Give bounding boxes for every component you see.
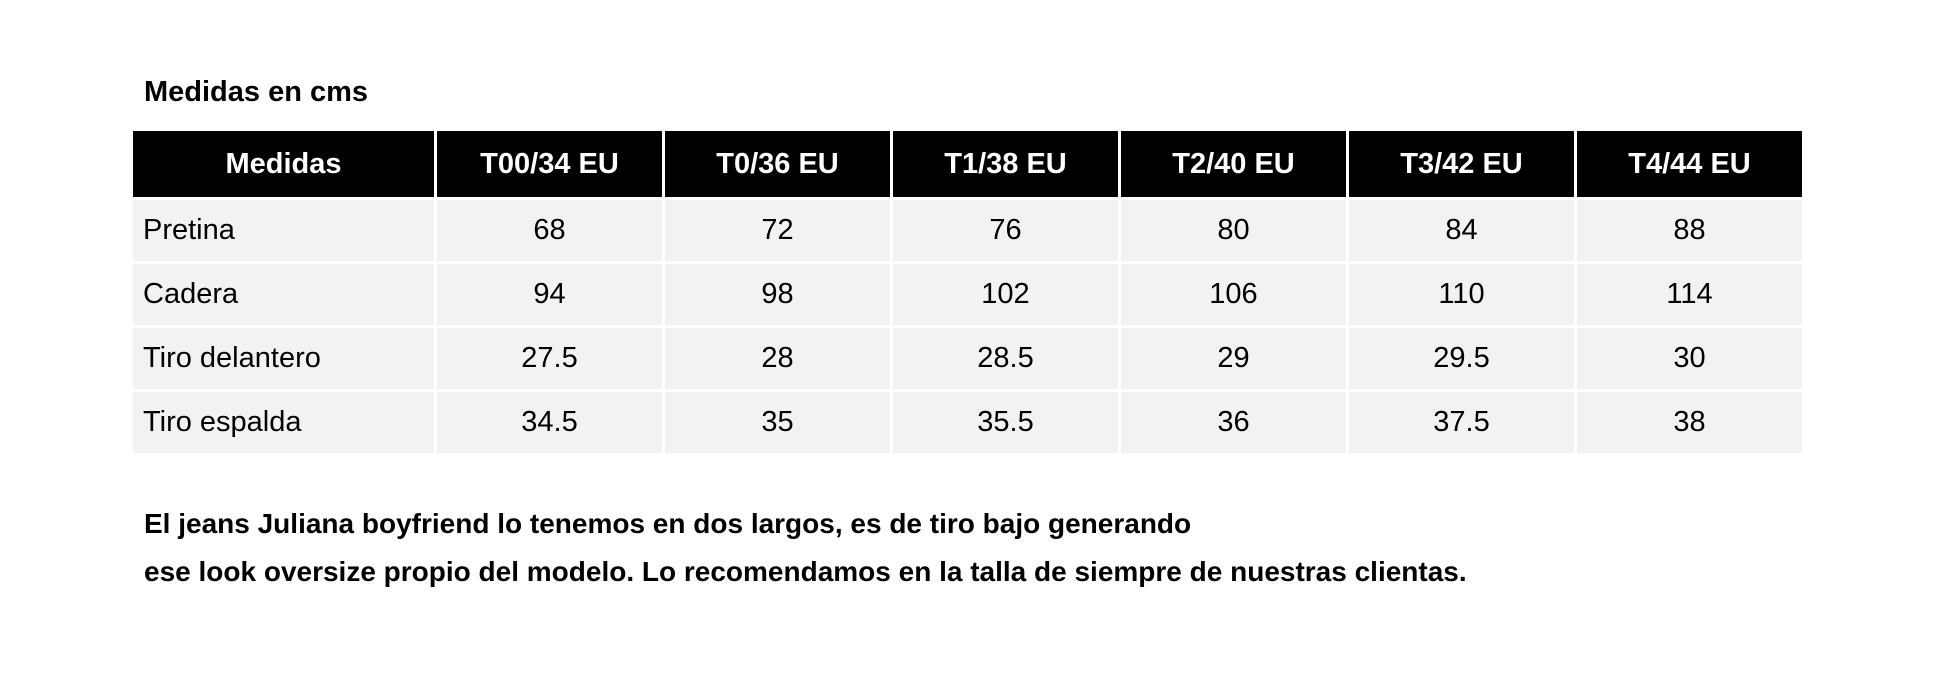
table-cell: 68 [437, 200, 662, 261]
fit-note-line: ese look oversize propio del modelo. Lo … [144, 556, 1467, 587]
column-header: T00/34 EU [437, 131, 662, 197]
table-cell: 114 [1577, 264, 1802, 325]
table-cell: 94 [437, 264, 662, 325]
column-header: T4/44 EU [1577, 131, 1802, 197]
table-cell: 35.5 [893, 392, 1118, 453]
table-cell: 28 [665, 328, 890, 389]
table-cell: 84 [1349, 200, 1574, 261]
row-label: Tiro espalda [133, 392, 434, 453]
table-cell: 29.5 [1349, 328, 1574, 389]
row-label: Tiro delantero [133, 328, 434, 389]
size-table: Medidas T00/34 EU T0/36 EU T1/38 EU T2/4… [130, 128, 1805, 456]
table-cell: 102 [893, 264, 1118, 325]
table-row: Tiro espalda 34.5 35 35.5 36 37.5 38 [133, 392, 1802, 453]
table-cell: 28.5 [893, 328, 1118, 389]
table-cell: 36 [1121, 392, 1346, 453]
table-cell: 35 [665, 392, 890, 453]
table-header-row: Medidas T00/34 EU T0/36 EU T1/38 EU T2/4… [133, 131, 1802, 197]
column-header: T2/40 EU [1121, 131, 1346, 197]
table-cell: 106 [1121, 264, 1346, 325]
table-cell: 88 [1577, 200, 1802, 261]
table-cell: 27.5 [437, 328, 662, 389]
table-cell: 38 [1577, 392, 1802, 453]
table-row: Pretina 68 72 76 80 84 88 [133, 200, 1802, 261]
table-cell: 29 [1121, 328, 1346, 389]
table-cell: 37.5 [1349, 392, 1574, 453]
table-cell: 76 [893, 200, 1118, 261]
column-header: T1/38 EU [893, 131, 1118, 197]
column-header: Medidas [133, 131, 434, 197]
table-row: Tiro delantero 27.5 28 28.5 29 29.5 30 [133, 328, 1802, 389]
table-row: Cadera 94 98 102 106 110 114 [133, 264, 1802, 325]
table-cell: 98 [665, 264, 890, 325]
column-header: T0/36 EU [665, 131, 890, 197]
table-cell: 34.5 [437, 392, 662, 453]
table-cell: 80 [1121, 200, 1346, 261]
row-label: Cadera [133, 264, 434, 325]
column-header: T3/42 EU [1349, 131, 1574, 197]
fit-note: El jeans Juliana boyfriend lo tenemos en… [144, 500, 1467, 596]
table-cell: 30 [1577, 328, 1802, 389]
table-cell: 110 [1349, 264, 1574, 325]
table-cell: 72 [665, 200, 890, 261]
size-chart-title: Medidas en cms [144, 76, 369, 108]
row-label: Pretina [133, 200, 434, 261]
fit-note-line: El jeans Juliana boyfriend lo tenemos en… [144, 508, 1192, 539]
